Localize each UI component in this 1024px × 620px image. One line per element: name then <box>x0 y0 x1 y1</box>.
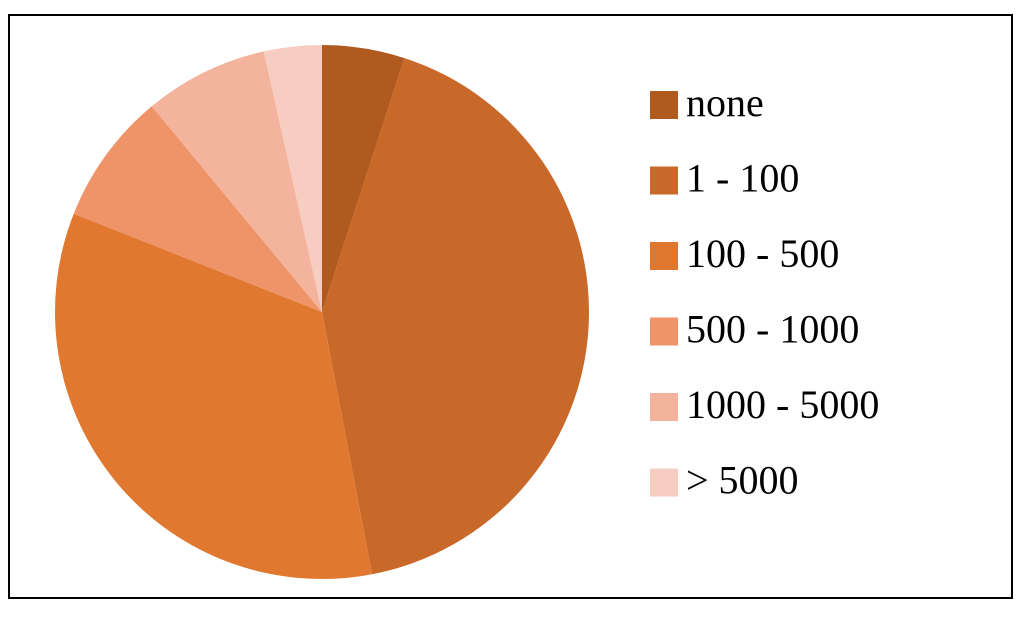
legend-label: 100 - 500 <box>686 231 839 276</box>
pie-slice <box>322 45 405 312</box>
legend-swatch <box>650 242 678 270</box>
pie-slice <box>54 213 373 579</box>
legend-label: > 5000 <box>686 458 799 503</box>
legend-swatch <box>650 317 678 346</box>
pie-slice <box>151 51 322 312</box>
legend-swatch <box>650 91 678 119</box>
legend-swatch <box>650 468 678 497</box>
pie-slice <box>73 106 322 312</box>
legend-label: 1 - 100 <box>686 156 799 201</box>
legend-label: 1000 - 5000 <box>686 382 879 427</box>
pie-slice <box>263 45 322 312</box>
pie-slice <box>322 58 590 575</box>
legend-swatch <box>650 166 678 195</box>
legend-label: none <box>686 80 764 125</box>
legend-label: 500 - 1000 <box>686 307 859 352</box>
legend-swatch <box>650 393 678 421</box>
